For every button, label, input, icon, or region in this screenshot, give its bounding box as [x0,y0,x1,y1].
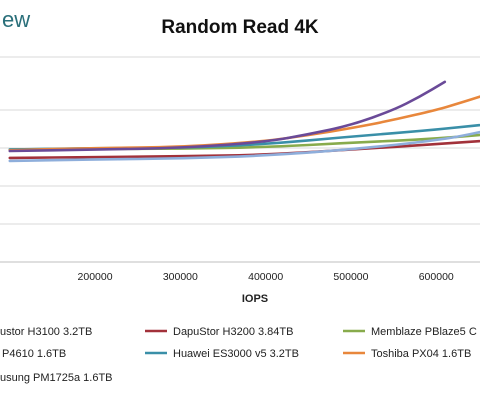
x-tick-label: 300000 [163,271,198,283]
plot-area [0,56,480,263]
series-lines [8,80,480,163]
series-line [8,130,480,163]
series-line [8,80,447,153]
legend-label: Memblaze PBlaze5 C [371,326,477,338]
x-tick-label: 400000 [248,271,283,283]
x-tick-label: 200000 [78,271,113,283]
x-tick-label: 500000 [333,271,368,283]
legend: DapuStor H3200 3.84TB Memblaze PBlaze5 C H… [0,326,477,384]
gridlines [0,109,480,225]
chart-title: Random Read 4K [161,17,319,38]
x-axis-label: IOPS [242,293,268,305]
brand-text: ew [2,7,30,32]
x-tick-labels: 200000300000400000500000600000700000 [78,271,454,283]
legend-label: ustor H3100 3.2TB [0,326,92,338]
legend-label: usung PM1725a 1.6TB [0,372,113,384]
legend-label: Huawei ES3000 v5 3.2TB [173,348,299,360]
x-tick-label: 600000 [419,271,454,283]
legend-label: Toshiba PX04 1.6TB [371,348,471,360]
legend-label: DapuStor H3200 3.84TB [173,326,293,338]
series-line [8,95,480,152]
legend-label: P4610 1.6TB [2,348,66,360]
